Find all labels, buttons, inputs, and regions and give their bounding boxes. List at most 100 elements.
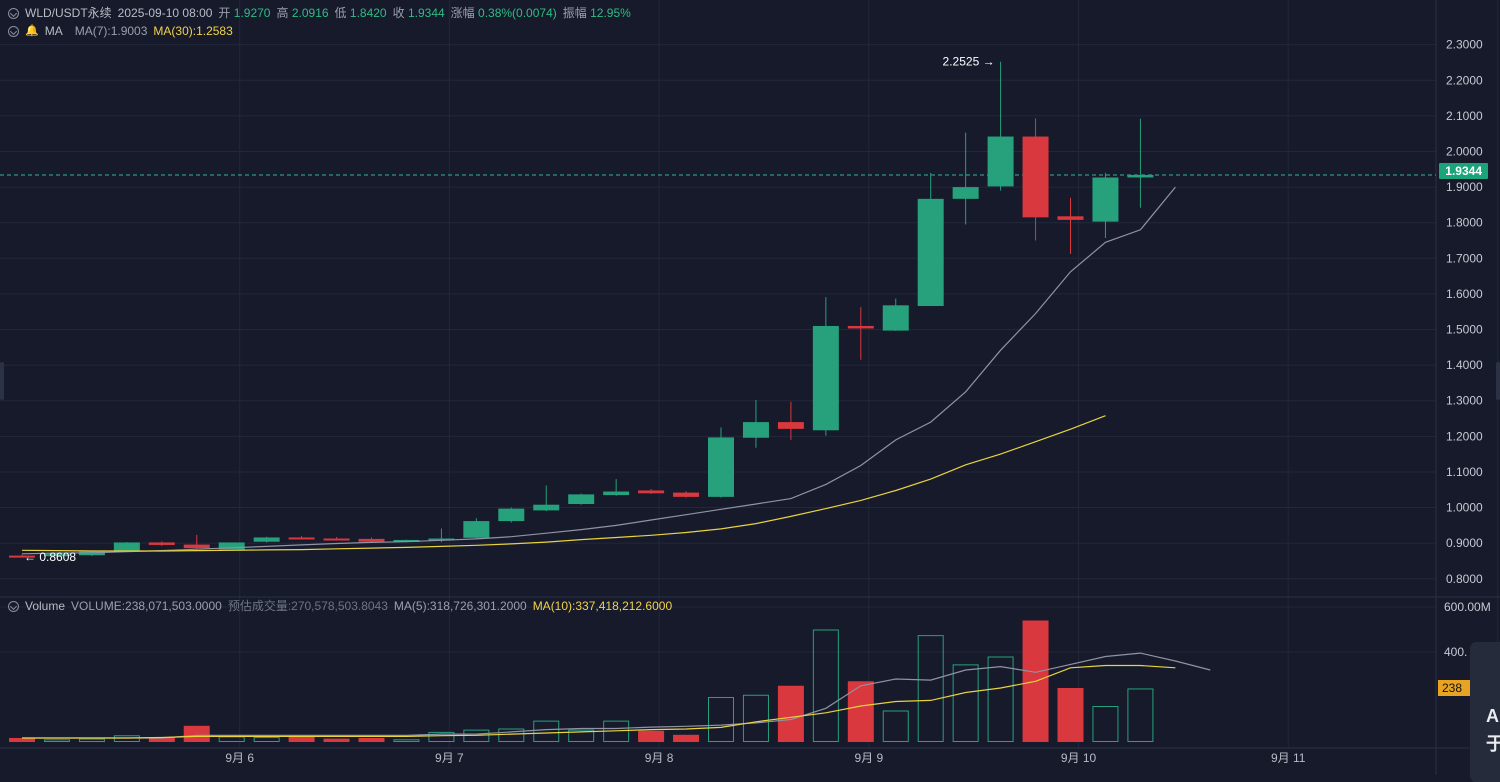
volume-bar xyxy=(533,720,560,742)
price-tick-label: 2.2000 xyxy=(1446,73,1483,87)
volume-bar xyxy=(777,685,804,742)
candle-body xyxy=(183,544,210,549)
time-tick-label: 9月 10 xyxy=(1061,751,1097,765)
amplitude-value: 12.95% xyxy=(590,6,631,20)
candle-body xyxy=(463,521,490,538)
ma7-value: MA(7):1.9003 xyxy=(74,24,148,38)
ma30-line xyxy=(21,415,1106,552)
high-value: 2.0916 xyxy=(291,6,329,20)
price-tick-label: 1.7000 xyxy=(1446,251,1483,265)
volume-bar xyxy=(708,697,734,742)
volume-ma10-line xyxy=(22,664,1176,739)
candle-body xyxy=(428,538,455,541)
price-tick-label: 2.1000 xyxy=(1446,109,1483,123)
volume-bar xyxy=(113,735,140,742)
volume-bar xyxy=(1057,688,1084,742)
candle-body xyxy=(148,542,175,545)
ma-info-row: 🔔 MA MA(7):1.9003 MA(30):1.2583 xyxy=(8,24,233,38)
volume-bar xyxy=(847,681,874,742)
volume-bar xyxy=(148,737,175,742)
price-tick-label: 1.3000 xyxy=(1446,394,1483,408)
candle-body xyxy=(288,537,315,540)
candle-body xyxy=(1092,177,1119,222)
datetime-label: 2025-09-10 08:00 xyxy=(117,6,213,20)
candle-body xyxy=(113,542,140,551)
candle-body xyxy=(917,198,944,307)
candle-body xyxy=(742,422,769,438)
price-tick-label: 1.9000 xyxy=(1446,180,1483,194)
volume-ma10: MA(10):337,418,212.6000 xyxy=(532,599,673,613)
volume-info-row: Volume VOLUME:238,071,503.0000 预估成交量:270… xyxy=(8,599,672,613)
candle-body xyxy=(1127,174,1154,178)
bell-icon[interactable]: 🔔 xyxy=(25,25,39,37)
time-tick-label: 9月 11 xyxy=(1271,751,1306,765)
last-price-tag: 1.9344 xyxy=(1439,163,1488,179)
candle-body xyxy=(9,555,35,558)
candle-body xyxy=(812,325,839,431)
candle-body xyxy=(708,437,734,497)
time-tick-label: 9月 9 xyxy=(854,751,883,765)
volume-bar xyxy=(987,656,1014,742)
volume-bar xyxy=(1127,688,1154,743)
candle-body xyxy=(568,494,595,504)
collapse-toggle-icon[interactable] xyxy=(8,7,19,19)
candle-body xyxy=(987,136,1014,187)
candle-body xyxy=(323,538,350,541)
open-label: 开 xyxy=(218,6,231,20)
time-tick-label: 9月 6 xyxy=(225,751,254,765)
volume-bar xyxy=(498,728,525,742)
price-tick-label: 0.9000 xyxy=(1446,536,1483,550)
volume-bar xyxy=(638,730,665,742)
close-value: 1.9344 xyxy=(407,6,445,20)
price-tick-label: 1.6000 xyxy=(1446,287,1483,301)
change-label: 涨幅 xyxy=(450,6,475,20)
volume-tick-label: 400. xyxy=(1444,645,1467,659)
ma-collapse-toggle-icon[interactable] xyxy=(8,25,19,37)
price-tick-label: 1.2000 xyxy=(1446,429,1483,443)
high-label: 高 xyxy=(276,6,289,20)
candle-body xyxy=(253,537,280,542)
volume-bar xyxy=(218,736,245,742)
volume-ma5: MA(5):318,726,301.2000 xyxy=(393,599,527,613)
price-tick-label: 1.8000 xyxy=(1446,216,1483,230)
volume-bar xyxy=(568,729,595,742)
candle-body xyxy=(498,508,525,522)
candle-body xyxy=(777,422,804,429)
volume-current-tag: 238 xyxy=(1438,680,1470,696)
change-value: 0.38%(0.0074) xyxy=(478,6,557,20)
promo-popup-line1: Al xyxy=(1486,706,1500,726)
price-tick-label: 1.0000 xyxy=(1446,501,1483,515)
symbol-info-row: WLD/USDT永续 2025-09-10 08:00 开 1.9270 高 2… xyxy=(8,6,631,20)
volume-bar xyxy=(1092,706,1119,742)
candle-body xyxy=(393,539,420,542)
close-label: 收 xyxy=(392,6,405,20)
right-resize-handle[interactable] xyxy=(1496,362,1500,400)
promo-popup-line2: 于 xyxy=(1486,734,1500,754)
ma7-line xyxy=(21,186,1176,555)
ma-label: MA xyxy=(44,24,63,38)
candle-body xyxy=(952,187,979,199)
low-price-marker: ← 0.8608 xyxy=(24,550,76,564)
candle-body xyxy=(1057,216,1084,220)
volume-bar xyxy=(882,710,909,742)
candle-body xyxy=(638,490,665,494)
candle-body xyxy=(847,325,874,329)
low-value: 1.8420 xyxy=(349,6,387,20)
promo-popup[interactable]: Al 于 xyxy=(1470,642,1500,782)
time-tick-label: 9月 7 xyxy=(435,751,464,765)
volume-bar xyxy=(288,736,315,742)
price-tick-label: 1.1000 xyxy=(1446,465,1483,479)
volume-bar xyxy=(43,739,70,742)
volume-bar xyxy=(358,737,385,742)
candle-body xyxy=(218,542,245,550)
amplitude-label: 振幅 xyxy=(562,6,587,20)
symbol-label: WLD/USDT永续 xyxy=(25,6,112,20)
volume-bar xyxy=(952,664,979,742)
volume-bar xyxy=(253,737,280,742)
time-tick-label: 9月 8 xyxy=(645,751,674,765)
left-resize-handle[interactable] xyxy=(0,362,4,400)
volume-ma5-line xyxy=(22,652,1211,739)
volume-collapse-toggle-icon[interactable] xyxy=(8,600,19,612)
volume-estimate: 预估成交量:270,578,503.8043 xyxy=(227,599,388,613)
